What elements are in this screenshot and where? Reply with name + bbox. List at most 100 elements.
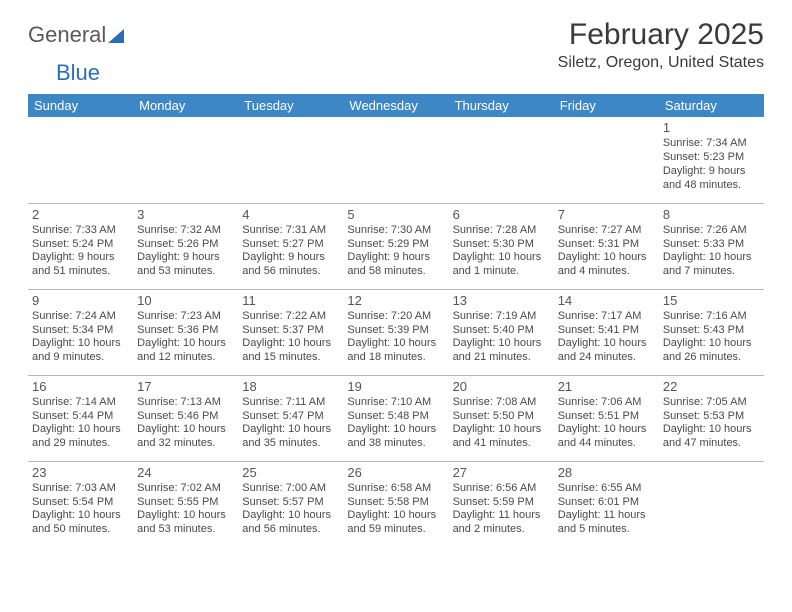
sunset-text: Sunset: 5:40 PM — [453, 324, 550, 338]
calendar-cell: 6Sunrise: 7:28 AMSunset: 5:30 PMDaylight… — [449, 203, 554, 289]
sunrise-text: Sunrise: 7:03 AM — [32, 482, 129, 496]
sunset-text: Sunset: 5:30 PM — [453, 238, 550, 252]
sunrise-text: Sunrise: 7:33 AM — [32, 224, 129, 238]
day-number: 19 — [347, 379, 444, 395]
calendar-cell: 9Sunrise: 7:24 AMSunset: 5:34 PMDaylight… — [28, 289, 133, 375]
calendar-cell: 3Sunrise: 7:32 AMSunset: 5:26 PMDaylight… — [133, 203, 238, 289]
daylight-text: Daylight: 10 hours and 24 minutes. — [558, 337, 655, 365]
sunrise-text: Sunrise: 7:19 AM — [453, 310, 550, 324]
logo-text-2: Blue — [56, 60, 100, 86]
sunset-text: Sunset: 5:59 PM — [453, 496, 550, 510]
calendar-cell: 2Sunrise: 7:33 AMSunset: 5:24 PMDaylight… — [28, 203, 133, 289]
calendar-table: Sunday Monday Tuesday Wednesday Thursday… — [28, 94, 764, 547]
sunrise-text: Sunrise: 7:08 AM — [453, 396, 550, 410]
daylight-text: Daylight: 10 hours and 1 minute. — [453, 251, 550, 279]
sunset-text: Sunset: 5:53 PM — [663, 410, 760, 424]
day-header-sunday: Sunday — [28, 94, 133, 117]
calendar-cell — [659, 461, 764, 547]
daylight-text: Daylight: 10 hours and 44 minutes. — [558, 423, 655, 451]
daylight-text: Daylight: 10 hours and 29 minutes. — [32, 423, 129, 451]
day-header-saturday: Saturday — [659, 94, 764, 117]
calendar-cell: 16Sunrise: 7:14 AMSunset: 5:44 PMDayligh… — [28, 375, 133, 461]
title-block: February 2025 Siletz, Oregon, United Sta… — [558, 18, 764, 72]
day-number: 16 — [32, 379, 129, 395]
calendar-cell: 14Sunrise: 7:17 AMSunset: 5:41 PMDayligh… — [554, 289, 659, 375]
daylight-text: Daylight: 10 hours and 7 minutes. — [663, 251, 760, 279]
day-number: 8 — [663, 207, 760, 223]
daylight-text: Daylight: 10 hours and 35 minutes. — [242, 423, 339, 451]
calendar-cell: 8Sunrise: 7:26 AMSunset: 5:33 PMDaylight… — [659, 203, 764, 289]
day-header-thursday: Thursday — [449, 94, 554, 117]
sunrise-text: Sunrise: 6:55 AM — [558, 482, 655, 496]
sunrise-text: Sunrise: 7:24 AM — [32, 310, 129, 324]
daylight-text: Daylight: 11 hours and 2 minutes. — [453, 509, 550, 537]
sunrise-text: Sunrise: 7:30 AM — [347, 224, 444, 238]
day-header-friday: Friday — [554, 94, 659, 117]
sunset-text: Sunset: 5:50 PM — [453, 410, 550, 424]
daylight-text: Daylight: 10 hours and 32 minutes. — [137, 423, 234, 451]
location-subtitle: Siletz, Oregon, United States — [558, 54, 764, 72]
calendar-cell — [238, 117, 343, 203]
day-number: 5 — [347, 207, 444, 223]
calendar-cell: 13Sunrise: 7:19 AMSunset: 5:40 PMDayligh… — [449, 289, 554, 375]
day-number: 24 — [137, 465, 234, 481]
calendar-cell: 20Sunrise: 7:08 AMSunset: 5:50 PMDayligh… — [449, 375, 554, 461]
sunrise-text: Sunrise: 6:58 AM — [347, 482, 444, 496]
calendar-cell: 27Sunrise: 6:56 AMSunset: 5:59 PMDayligh… — [449, 461, 554, 547]
calendar-cell: 1Sunrise: 7:34 AMSunset: 5:23 PMDaylight… — [659, 117, 764, 203]
sunset-text: Sunset: 5:37 PM — [242, 324, 339, 338]
sunrise-text: Sunrise: 7:14 AM — [32, 396, 129, 410]
sunset-text: Sunset: 5:44 PM — [32, 410, 129, 424]
calendar-row: 16Sunrise: 7:14 AMSunset: 5:44 PMDayligh… — [28, 375, 764, 461]
daylight-text: Daylight: 10 hours and 47 minutes. — [663, 423, 760, 451]
sunset-text: Sunset: 5:58 PM — [347, 496, 444, 510]
calendar-header-row: Sunday Monday Tuesday Wednesday Thursday… — [28, 94, 764, 117]
day-number: 15 — [663, 293, 760, 309]
calendar-row: 23Sunrise: 7:03 AMSunset: 5:54 PMDayligh… — [28, 461, 764, 547]
daylight-text: Daylight: 10 hours and 53 minutes. — [137, 509, 234, 537]
daylight-text: Daylight: 10 hours and 15 minutes. — [242, 337, 339, 365]
sunrise-text: Sunrise: 7:31 AM — [242, 224, 339, 238]
sunrise-text: Sunrise: 7:05 AM — [663, 396, 760, 410]
daylight-text: Daylight: 10 hours and 56 minutes. — [242, 509, 339, 537]
day-number: 1 — [663, 120, 760, 136]
day-number: 11 — [242, 293, 339, 309]
sunset-text: Sunset: 5:57 PM — [242, 496, 339, 510]
sunrise-text: Sunrise: 7:17 AM — [558, 310, 655, 324]
sunrise-text: Sunrise: 7:16 AM — [663, 310, 760, 324]
calendar-cell: 11Sunrise: 7:22 AMSunset: 5:37 PMDayligh… — [238, 289, 343, 375]
calendar-cell: 4Sunrise: 7:31 AMSunset: 5:27 PMDaylight… — [238, 203, 343, 289]
daylight-text: Daylight: 10 hours and 38 minutes. — [347, 423, 444, 451]
sunset-text: Sunset: 5:47 PM — [242, 410, 339, 424]
daylight-text: Daylight: 10 hours and 50 minutes. — [32, 509, 129, 537]
day-number: 26 — [347, 465, 444, 481]
logo-text-1: General — [28, 22, 106, 48]
calendar-row: 9Sunrise: 7:24 AMSunset: 5:34 PMDaylight… — [28, 289, 764, 375]
sunrise-text: Sunrise: 7:34 AM — [663, 137, 760, 151]
sunset-text: Sunset: 5:54 PM — [32, 496, 129, 510]
calendar-row: 2Sunrise: 7:33 AMSunset: 5:24 PMDaylight… — [28, 203, 764, 289]
day-number: 25 — [242, 465, 339, 481]
daylight-text: Daylight: 10 hours and 59 minutes. — [347, 509, 444, 537]
daylight-text: Daylight: 10 hours and 41 minutes. — [453, 423, 550, 451]
daylight-text: Daylight: 10 hours and 9 minutes. — [32, 337, 129, 365]
sunset-text: Sunset: 5:39 PM — [347, 324, 444, 338]
daylight-text: Daylight: 10 hours and 4 minutes. — [558, 251, 655, 279]
calendar-row: 1Sunrise: 7:34 AMSunset: 5:23 PMDaylight… — [28, 117, 764, 203]
daylight-text: Daylight: 10 hours and 21 minutes. — [453, 337, 550, 365]
day-number: 14 — [558, 293, 655, 309]
sunset-text: Sunset: 5:24 PM — [32, 238, 129, 252]
sunset-text: Sunset: 6:01 PM — [558, 496, 655, 510]
sunrise-text: Sunrise: 7:26 AM — [663, 224, 760, 238]
day-number: 12 — [347, 293, 444, 309]
calendar-cell: 28Sunrise: 6:55 AMSunset: 6:01 PMDayligh… — [554, 461, 659, 547]
calendar-cell: 23Sunrise: 7:03 AMSunset: 5:54 PMDayligh… — [28, 461, 133, 547]
calendar-cell: 25Sunrise: 7:00 AMSunset: 5:57 PMDayligh… — [238, 461, 343, 547]
day-number: 3 — [137, 207, 234, 223]
sunrise-text: Sunrise: 7:28 AM — [453, 224, 550, 238]
calendar-cell — [449, 117, 554, 203]
day-number: 9 — [32, 293, 129, 309]
sunset-text: Sunset: 5:46 PM — [137, 410, 234, 424]
sunset-text: Sunset: 5:31 PM — [558, 238, 655, 252]
calendar-cell: 7Sunrise: 7:27 AMSunset: 5:31 PMDaylight… — [554, 203, 659, 289]
